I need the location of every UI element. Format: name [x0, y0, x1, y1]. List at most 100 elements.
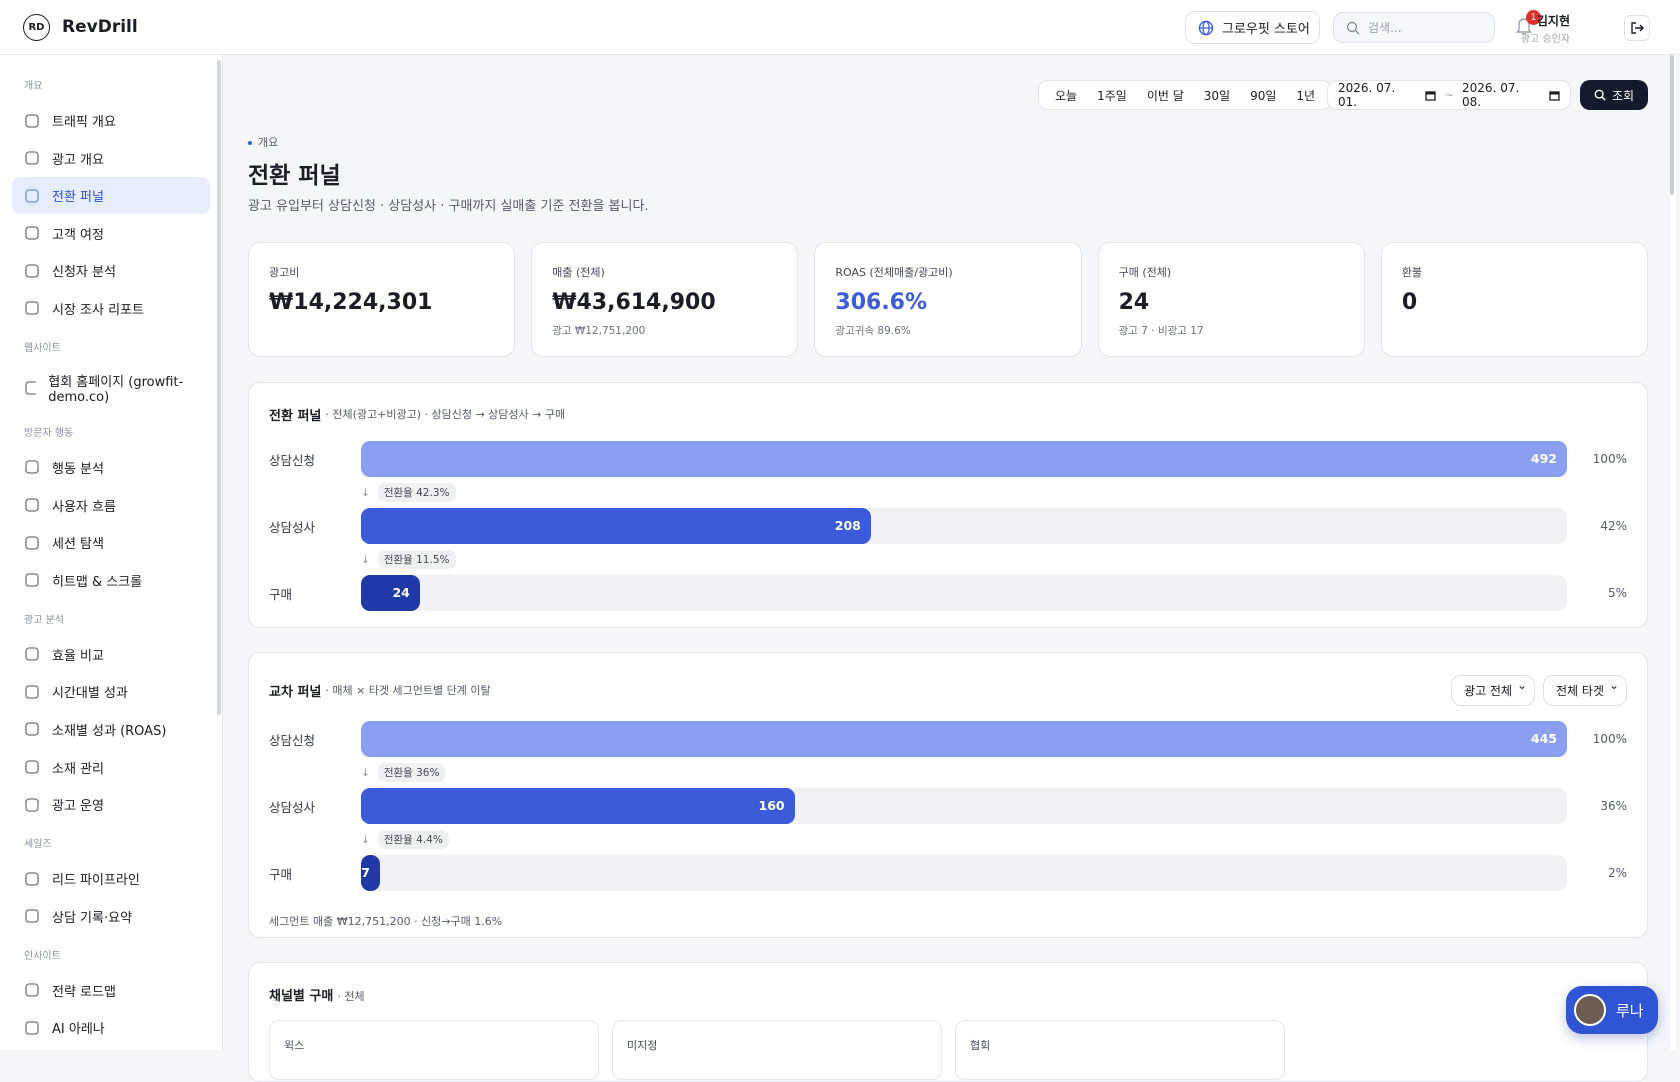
- card-note: · 전체(광고+비광고) · 상담신청 → 상담성사 → 구매: [325, 408, 566, 421]
- range-option[interactable]: 오늘: [1055, 88, 1078, 103]
- nav-item[interactable]: 상담 기록·요약: [12, 898, 210, 935]
- kpi-sub: 광고 7 · 비광고 17: [1118, 325, 1204, 337]
- nav-label: 트래픽 개요: [52, 115, 116, 130]
- kpi-card: 매출 (전체) ₩43,614,900 광고 ₩12,751,200: [531, 242, 799, 357]
- stage-share: 36%: [1600, 799, 1627, 813]
- nav-section-title: 웹사이트: [24, 342, 61, 354]
- nav-icon: [25, 189, 39, 203]
- logout-button[interactable]: [1624, 15, 1650, 41]
- nav-icon: [25, 647, 39, 661]
- stage-name: 상담성사: [269, 519, 316, 535]
- logout-icon: [1631, 22, 1644, 34]
- nav-label: 세션 탐색: [52, 537, 104, 553]
- stage-name: 상담성사: [269, 799, 316, 815]
- card-note: · 전체: [337, 990, 365, 1003]
- calendar-icon: [1425, 90, 1436, 101]
- funnel-bar: [361, 575, 420, 611]
- date-from[interactable]: 2026. 07. 01.: [1338, 81, 1396, 109]
- nav-item[interactable]: 소재 관리: [12, 749, 210, 786]
- nav-item[interactable]: 광고 운영: [12, 786, 210, 823]
- chat-button[interactable]: 루나: [1566, 986, 1658, 1034]
- page: RD RevDrill 그로우핏 스토어 검색... 1 김지현 광고 승인자 …: [0, 0, 1680, 1050]
- stage-share: 42%: [1600, 519, 1627, 533]
- nav-icon: [25, 264, 39, 278]
- user-name: 김지현: [1536, 14, 1570, 28]
- kpi-value: ₩14,224,301: [269, 290, 433, 315]
- card-title: 교차 퍼널: [269, 684, 322, 700]
- nav-item[interactable]: 사용자 흐름: [12, 487, 210, 524]
- nav-icon: [25, 151, 39, 165]
- logo[interactable]: RD: [23, 14, 50, 41]
- nav-item[interactable]: 히트맵 & 스크롤: [12, 562, 210, 599]
- channel-cards: 윅스 미지정 협회: [269, 1020, 1627, 1080]
- filter-select[interactable]: 전체 타겟: [1543, 674, 1627, 706]
- funnel-row: 구매 7 2%: [269, 855, 1627, 891]
- nav-item[interactable]: 시간대별 성과: [12, 673, 210, 710]
- bar-track: 24: [361, 575, 1567, 611]
- funnel-bar: [361, 721, 1567, 757]
- nav-item[interactable]: 소재별 성과 (ROAS): [12, 711, 210, 748]
- nav-label: 고객 여정: [52, 227, 104, 243]
- kpi-label: 광고비: [269, 266, 300, 279]
- nav-label: 소재별 성과 (ROAS): [52, 723, 167, 739]
- nav-label: AI 아레나: [52, 1022, 105, 1038]
- card-header: 전환 퍼널 · 전체(광고+비광고) · 상담신청 → 상담성사 → 구매: [269, 403, 1627, 425]
- card-header: 채널별 구매 · 전체: [269, 985, 1627, 1004]
- nav-icon: [25, 573, 39, 587]
- nav-item[interactable]: 트래픽 개요: [12, 102, 210, 139]
- brand-name[interactable]: RevDrill: [62, 17, 138, 37]
- sidebar-scrollbar: [217, 60, 221, 715]
- conversion-rate: ↓ 전환율 42.3%: [269, 477, 1627, 508]
- nav-icon: [25, 226, 39, 240]
- range-option[interactable]: 30일: [1203, 88, 1231, 103]
- bar-value: 445: [1530, 731, 1557, 746]
- date-range[interactable]: 2026. 07. 01. ~ 2026. 07. 08.: [1327, 80, 1571, 110]
- query-button[interactable]: 조회: [1580, 80, 1648, 110]
- nav-icon: [25, 797, 39, 812]
- nav-item[interactable]: 전략 로드맵: [12, 972, 210, 1009]
- range-option[interactable]: 이번 달: [1146, 88, 1184, 103]
- nav-label: 전략 로드맵: [52, 984, 116, 1000]
- filter-group: 광고 전체전체 타겟: [1451, 674, 1627, 706]
- nav-item[interactable]: 협회 홈페이지 (growfit-demo.co): [12, 364, 210, 412]
- kpi-value: 306.6%: [835, 290, 928, 315]
- date-to[interactable]: 2026. 07. 08.: [1462, 81, 1520, 109]
- nav-item[interactable]: 광고 개요: [12, 140, 210, 177]
- stage-name: 구매: [269, 866, 293, 882]
- nav-item[interactable]: 전환 퍼널: [12, 177, 210, 215]
- nav-item[interactable]: 세션 탐색: [12, 524, 210, 561]
- stage-name: 상담신청: [269, 452, 316, 468]
- nav-item[interactable]: 고객 여정: [12, 215, 210, 252]
- nav-item[interactable]: AI 아레나: [12, 1009, 210, 1046]
- nav-label: 리드 파이프라인: [52, 873, 140, 889]
- range-option[interactable]: 1년: [1296, 88, 1316, 103]
- down-arrow: ↓: [361, 553, 370, 566]
- rate-pill: 전환율 4.4%: [377, 830, 449, 849]
- nav-label: 효율 비교: [52, 648, 104, 664]
- stage-name: 구매: [269, 586, 293, 602]
- down-arrow: ↓: [361, 833, 370, 846]
- nav-group: 세일즈 리드 파이프라인 상담 기록·요약: [12, 835, 210, 935]
- card-title: 전환 퍼널: [269, 408, 322, 424]
- nav-item[interactable]: 리드 파이프라인: [12, 860, 210, 897]
- globe-icon: [1198, 20, 1214, 35]
- search-icon: [1346, 21, 1360, 34]
- notification-badge: 1: [1526, 10, 1541, 25]
- card-footer: 세그먼트 매출 ₩12,751,200 · 신청→구매 1.6%: [269, 915, 503, 928]
- nav-section-title: 광고 분석: [24, 614, 64, 626]
- main-scrollbar: [1670, 55, 1676, 1050]
- nav-item[interactable]: 신청자 분석: [12, 252, 210, 289]
- nav-item[interactable]: 행동 분석: [12, 449, 210, 486]
- filter-select[interactable]: 광고 전체: [1451, 674, 1536, 706]
- site-selector[interactable]: 그로우핏 스토어: [1185, 11, 1320, 44]
- down-arrow: ↓: [361, 766, 370, 779]
- funnel-row: 상담성사 208 42%: [269, 508, 1627, 544]
- range-option[interactable]: 90일: [1250, 88, 1277, 103]
- nav-item[interactable]: 효율 비교: [12, 636, 210, 673]
- nav-item[interactable]: 시장 조사 리포트: [12, 290, 210, 327]
- kpi-card: 구매 (전체) 24 광고 7 · 비광고 17: [1097, 242, 1365, 357]
- search-box[interactable]: 검색...: [1333, 12, 1495, 43]
- nav-icon: [25, 685, 39, 699]
- range-option[interactable]: 1주일: [1097, 88, 1127, 103]
